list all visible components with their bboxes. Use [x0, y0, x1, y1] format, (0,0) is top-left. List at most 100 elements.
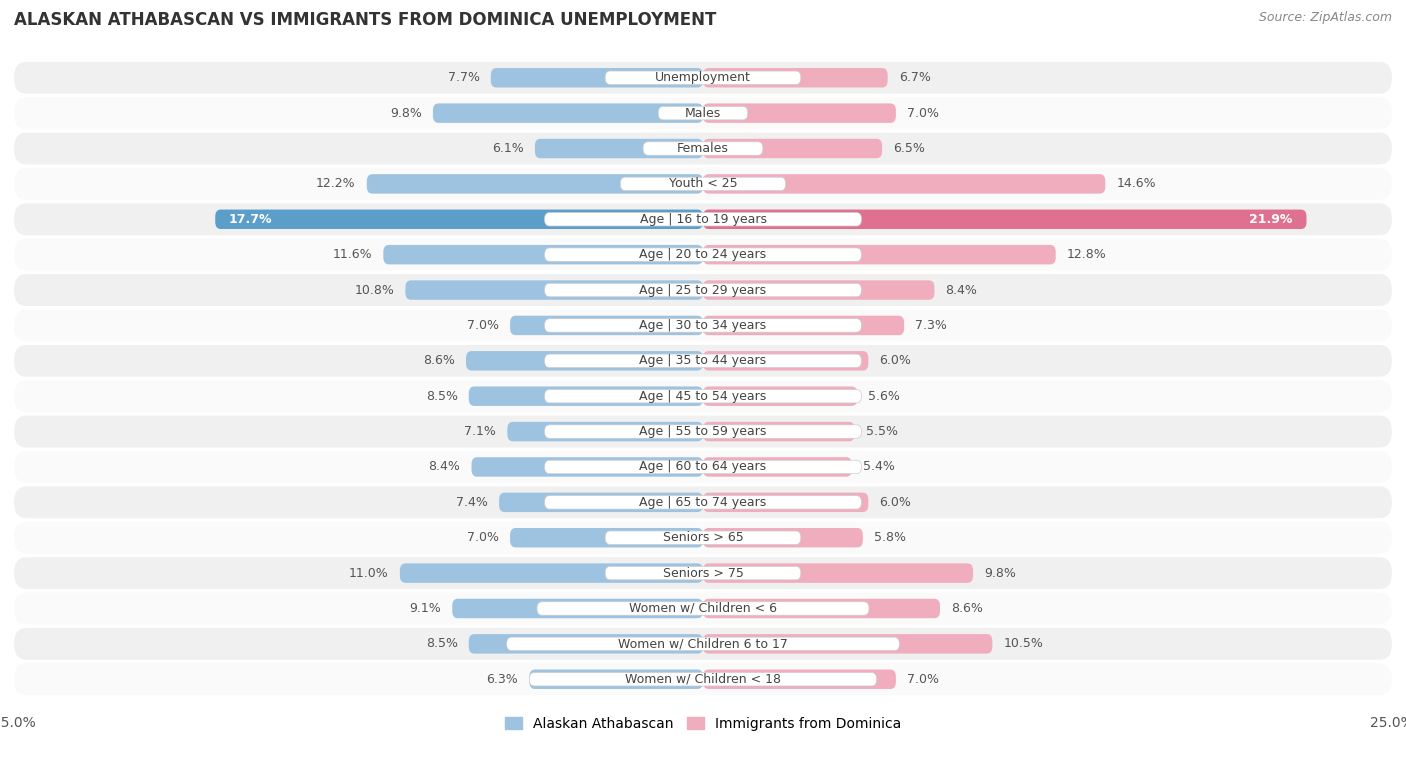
- FancyBboxPatch shape: [703, 174, 1105, 194]
- FancyBboxPatch shape: [14, 522, 1392, 553]
- Text: 7.0%: 7.0%: [907, 107, 939, 120]
- FancyBboxPatch shape: [703, 387, 858, 406]
- FancyBboxPatch shape: [544, 248, 862, 261]
- Text: 6.3%: 6.3%: [486, 673, 519, 686]
- FancyBboxPatch shape: [703, 563, 973, 583]
- FancyBboxPatch shape: [405, 280, 703, 300]
- FancyBboxPatch shape: [530, 672, 876, 686]
- Text: 8.6%: 8.6%: [423, 354, 456, 367]
- Text: 9.8%: 9.8%: [389, 107, 422, 120]
- Text: 11.0%: 11.0%: [349, 566, 389, 580]
- Text: 12.8%: 12.8%: [1067, 248, 1107, 261]
- Text: 11.6%: 11.6%: [333, 248, 373, 261]
- Text: Age | 30 to 34 years: Age | 30 to 34 years: [640, 319, 766, 332]
- Text: 12.2%: 12.2%: [316, 177, 356, 191]
- Text: Women w/ Children < 18: Women w/ Children < 18: [626, 673, 780, 686]
- Text: Males: Males: [685, 107, 721, 120]
- FancyBboxPatch shape: [703, 457, 852, 477]
- FancyBboxPatch shape: [605, 71, 801, 85]
- Text: 5.6%: 5.6%: [869, 390, 900, 403]
- FancyBboxPatch shape: [703, 210, 1306, 229]
- Text: Age | 20 to 24 years: Age | 20 to 24 years: [640, 248, 766, 261]
- Text: Source: ZipAtlas.com: Source: ZipAtlas.com: [1258, 11, 1392, 24]
- FancyBboxPatch shape: [465, 351, 703, 370]
- Text: 6.7%: 6.7%: [898, 71, 931, 84]
- FancyBboxPatch shape: [14, 380, 1392, 412]
- Text: Age | 55 to 59 years: Age | 55 to 59 years: [640, 425, 766, 438]
- Text: Age | 16 to 19 years: Age | 16 to 19 years: [640, 213, 766, 226]
- FancyBboxPatch shape: [703, 245, 1056, 264]
- Text: 7.0%: 7.0%: [907, 673, 939, 686]
- FancyBboxPatch shape: [703, 104, 896, 123]
- Text: 7.7%: 7.7%: [447, 71, 479, 84]
- FancyBboxPatch shape: [530, 669, 703, 689]
- Text: ALASKAN ATHABASCAN VS IMMIGRANTS FROM DOMINICA UNEMPLOYMENT: ALASKAN ATHABASCAN VS IMMIGRANTS FROM DO…: [14, 11, 717, 30]
- Text: 7.4%: 7.4%: [456, 496, 488, 509]
- FancyBboxPatch shape: [703, 68, 887, 88]
- FancyBboxPatch shape: [14, 628, 1392, 660]
- FancyBboxPatch shape: [14, 274, 1392, 306]
- FancyBboxPatch shape: [544, 389, 862, 403]
- FancyBboxPatch shape: [537, 602, 869, 615]
- FancyBboxPatch shape: [14, 62, 1392, 94]
- Text: 9.1%: 9.1%: [409, 602, 441, 615]
- FancyBboxPatch shape: [215, 210, 703, 229]
- FancyBboxPatch shape: [510, 528, 703, 547]
- Text: 6.0%: 6.0%: [879, 496, 911, 509]
- FancyBboxPatch shape: [14, 310, 1392, 341]
- Legend: Alaskan Athabascan, Immigrants from Dominica: Alaskan Athabascan, Immigrants from Domi…: [499, 711, 907, 736]
- Text: Age | 35 to 44 years: Age | 35 to 44 years: [640, 354, 766, 367]
- Text: Age | 45 to 54 years: Age | 45 to 54 years: [640, 390, 766, 403]
- FancyBboxPatch shape: [14, 593, 1392, 625]
- FancyBboxPatch shape: [703, 280, 935, 300]
- Text: Females: Females: [678, 142, 728, 155]
- FancyBboxPatch shape: [453, 599, 703, 618]
- Text: 6.1%: 6.1%: [492, 142, 524, 155]
- FancyBboxPatch shape: [14, 132, 1392, 164]
- FancyBboxPatch shape: [14, 557, 1392, 589]
- FancyBboxPatch shape: [544, 283, 862, 297]
- FancyBboxPatch shape: [510, 316, 703, 335]
- Text: Age | 60 to 64 years: Age | 60 to 64 years: [640, 460, 766, 473]
- FancyBboxPatch shape: [14, 204, 1392, 235]
- FancyBboxPatch shape: [433, 104, 703, 123]
- FancyBboxPatch shape: [534, 139, 703, 158]
- FancyBboxPatch shape: [620, 177, 786, 191]
- Text: 7.0%: 7.0%: [467, 531, 499, 544]
- FancyBboxPatch shape: [367, 174, 703, 194]
- FancyBboxPatch shape: [643, 142, 763, 155]
- FancyBboxPatch shape: [14, 168, 1392, 200]
- Text: 8.5%: 8.5%: [426, 390, 458, 403]
- Text: Seniors > 65: Seniors > 65: [662, 531, 744, 544]
- Text: 8.4%: 8.4%: [429, 460, 461, 473]
- Text: 10.5%: 10.5%: [1004, 637, 1043, 650]
- Text: 14.6%: 14.6%: [1116, 177, 1156, 191]
- FancyBboxPatch shape: [14, 238, 1392, 270]
- FancyBboxPatch shape: [544, 496, 862, 509]
- Text: Women w/ Children 6 to 17: Women w/ Children 6 to 17: [619, 637, 787, 650]
- Text: Age | 65 to 74 years: Age | 65 to 74 years: [640, 496, 766, 509]
- Text: 7.0%: 7.0%: [467, 319, 499, 332]
- FancyBboxPatch shape: [499, 493, 703, 512]
- Text: Age | 25 to 29 years: Age | 25 to 29 years: [640, 284, 766, 297]
- FancyBboxPatch shape: [14, 345, 1392, 377]
- Text: Women w/ Children < 6: Women w/ Children < 6: [628, 602, 778, 615]
- Text: 7.3%: 7.3%: [915, 319, 948, 332]
- Text: 9.8%: 9.8%: [984, 566, 1017, 580]
- FancyBboxPatch shape: [658, 107, 748, 120]
- Text: 10.8%: 10.8%: [354, 284, 394, 297]
- Text: 7.1%: 7.1%: [464, 425, 496, 438]
- Text: 8.6%: 8.6%: [950, 602, 983, 615]
- FancyBboxPatch shape: [399, 563, 703, 583]
- FancyBboxPatch shape: [544, 213, 862, 226]
- FancyBboxPatch shape: [703, 351, 869, 370]
- FancyBboxPatch shape: [14, 451, 1392, 483]
- FancyBboxPatch shape: [468, 387, 703, 406]
- FancyBboxPatch shape: [544, 354, 862, 368]
- FancyBboxPatch shape: [491, 68, 703, 88]
- FancyBboxPatch shape: [703, 599, 941, 618]
- FancyBboxPatch shape: [384, 245, 703, 264]
- Text: 8.5%: 8.5%: [426, 637, 458, 650]
- FancyBboxPatch shape: [508, 422, 703, 441]
- FancyBboxPatch shape: [605, 566, 801, 580]
